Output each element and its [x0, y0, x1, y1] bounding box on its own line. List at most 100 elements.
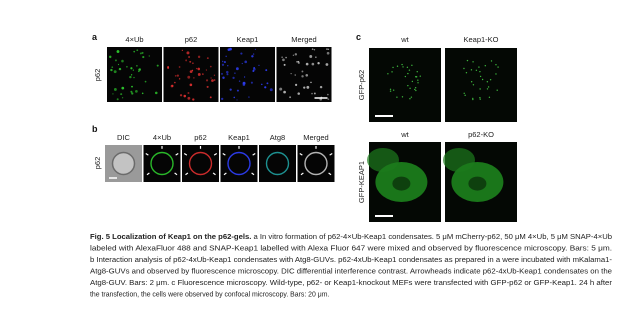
dot: [297, 92, 300, 95]
column-header: wt: [400, 35, 409, 44]
dot: [193, 77, 195, 79]
dot: [479, 75, 482, 78]
arrowhead: [174, 172, 178, 176]
dot: [116, 50, 119, 52]
dot: [221, 97, 224, 101]
dot: [130, 74, 133, 76]
dot: [289, 96, 292, 99]
dot: [136, 65, 138, 67]
arrowhead: [223, 172, 227, 176]
dot: [419, 75, 421, 77]
dot: [391, 71, 393, 73]
arrowhead: [185, 172, 189, 176]
dot: [243, 76, 246, 78]
dot: [305, 62, 309, 66]
dot: [303, 86, 306, 89]
dot: [489, 79, 492, 81]
dot: [118, 67, 122, 71]
dot: [179, 94, 183, 97]
dot: [326, 48, 328, 50]
dot: [242, 83, 246, 87]
micrograph: [107, 47, 162, 102]
column-header: Merged: [291, 35, 316, 44]
column-header: p62: [194, 133, 207, 142]
caption-line: b Interaction analysis of p62-4xUb-Keap1…: [90, 257, 612, 264]
dot: [176, 74, 179, 77]
dot: [252, 67, 256, 71]
dot: [463, 67, 465, 70]
dot: [225, 55, 227, 58]
dot: [192, 98, 195, 101]
dot: [235, 67, 239, 71]
dot: [411, 64, 413, 67]
column-header: Keap1: [237, 35, 259, 44]
row-label: GFP-KEAP1: [357, 161, 366, 203]
dot: [174, 75, 177, 77]
dot: [283, 90, 286, 94]
dot: [222, 76, 225, 79]
dot: [478, 66, 480, 68]
dot: [131, 85, 133, 88]
arrowhead: [329, 152, 333, 156]
column-header: p62: [185, 35, 198, 44]
dot: [495, 63, 497, 66]
arrowhead: [251, 172, 255, 176]
caption-line: the transfection, the cells were observe…: [90, 292, 329, 299]
dot: [142, 55, 145, 59]
dot: [472, 84, 475, 86]
arrowhead: [213, 152, 218, 156]
dot: [464, 94, 466, 97]
dot: [135, 90, 138, 93]
dot: [279, 87, 283, 91]
dot: [472, 97, 474, 100]
caption-line: Atg8-GUV. Bars: 2 μm. c Fluorescence mic…: [90, 280, 613, 287]
dot: [311, 48, 314, 50]
dot: [111, 66, 114, 68]
column-header: DIC: [117, 133, 131, 142]
dot: [488, 96, 491, 98]
dot: [189, 70, 193, 74]
dot: [414, 88, 416, 91]
panel-label: a: [92, 32, 98, 42]
dot: [301, 75, 304, 78]
dot: [181, 49, 184, 52]
caption-text: the transfection, the cells were observe…: [90, 292, 329, 299]
dot: [490, 60, 493, 62]
dot: [327, 48, 330, 50]
dot: [187, 96, 191, 100]
dot: [167, 66, 170, 68]
dot: [484, 65, 487, 67]
dot: [252, 53, 255, 55]
dot: [138, 70, 140, 73]
dot: [472, 98, 474, 101]
dot: [327, 93, 329, 96]
dot: [197, 67, 201, 71]
caption-line: Atg8-GUVs and observed by fluorescence m…: [90, 269, 612, 276]
dot: [294, 74, 296, 76]
dot: [305, 74, 309, 77]
dot: [131, 92, 134, 95]
dot: [133, 76, 135, 79]
dot: [229, 88, 232, 91]
dot: [402, 66, 404, 68]
arrowhead: [183, 152, 188, 156]
dot: [112, 93, 114, 95]
dot: [130, 67, 133, 70]
arrowhead: [300, 172, 304, 176]
dot: [110, 68, 113, 72]
dot: [251, 55, 254, 58]
column-header: 4×Ub: [125, 35, 143, 44]
dot: [220, 72, 224, 75]
dot: [191, 62, 194, 65]
dot: [294, 53, 298, 56]
micrograph: [369, 48, 441, 122]
dot: [232, 76, 235, 79]
dot: [254, 48, 256, 51]
dot: [187, 92, 190, 95]
caption-text: Atg8-GUVs and observed by fluorescence m…: [90, 269, 612, 276]
dot: [188, 55, 191, 59]
vesicle: [304, 151, 328, 176]
vesicle: [227, 151, 251, 176]
dot: [213, 74, 216, 76]
